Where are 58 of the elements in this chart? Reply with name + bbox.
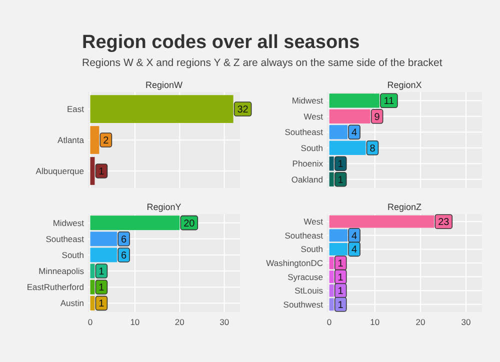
y-tick-label: Southeast: [284, 230, 324, 240]
data-label: 1: [98, 282, 105, 294]
y-tick-label: South: [300, 244, 324, 254]
x-tick-label: 0: [88, 317, 93, 327]
y-tick-label: West: [304, 216, 324, 227]
x-tick-label: 30: [461, 317, 472, 327]
x-tick-label: 0: [326, 317, 332, 327]
y-tick-label: Southwest: [283, 299, 324, 310]
chart-title: RegionW: [145, 80, 184, 90]
x-tick-label: 10: [130, 317, 140, 327]
chart-title: RegionY: [146, 202, 182, 212]
data-label: 6: [121, 234, 128, 246]
y-tick-label: Minneapolis: [38, 266, 84, 276]
data-label: 1: [338, 286, 344, 298]
y-tick-label: Phoenix: [292, 158, 324, 169]
data-label: 4: [351, 230, 358, 242]
y-tick-label: Atlanta: [58, 135, 84, 145]
text: Regions W & X and regions Y & Z are always on the same side of the bracket: [82, 57, 442, 69]
y-tick-label: Midwest: [292, 96, 324, 106]
data-label: 4: [351, 128, 358, 139]
data-label: 1: [338, 300, 344, 311]
x-tick-label: 10: [370, 317, 380, 327]
y-tick-label: Albuquerque: [36, 166, 84, 176]
data-label: 6: [121, 250, 128, 262]
data-label: 20: [184, 218, 196, 230]
data-label: 4: [351, 244, 358, 256]
text: Region codes over all seasons: [82, 32, 360, 53]
y-tick-label: Syracuse: [288, 272, 324, 282]
y-tick-label: Austin: [60, 298, 84, 308]
data-label: 1: [98, 266, 105, 278]
y-tick-label: Oakland: [291, 174, 324, 184]
data-label: 1: [338, 174, 344, 186]
y-tick-label: StLouis: [294, 286, 323, 296]
chart-title: RegionX: [387, 80, 422, 90]
x-tick-label: 30: [220, 317, 230, 327]
x-tick-label: 20: [416, 317, 426, 327]
data-label: 1: [338, 258, 344, 270]
chart-title: RegionZ: [387, 202, 422, 212]
data-label: 32: [237, 104, 249, 116]
y-tick-label: Midwest: [52, 218, 85, 228]
y-tick-label: South: [62, 250, 84, 260]
y-tick-label: Southeast: [284, 127, 324, 138]
y-tick-label: West: [304, 111, 324, 122]
data-label: 11: [384, 96, 395, 108]
y-tick-label: Southeast: [46, 234, 85, 244]
data-label: 1: [338, 272, 344, 284]
data-label: 1: [98, 298, 105, 310]
data-label: 1: [98, 166, 105, 178]
x-tick-label: 20: [174, 317, 185, 327]
y-tick-label: East: [66, 104, 85, 114]
y-tick-label: South: [300, 142, 324, 153]
data-label: 8: [370, 143, 376, 154]
y-tick-label: WashingtonDC: [266, 258, 323, 268]
data-label: 9: [374, 112, 380, 123]
data-label: 1: [338, 159, 344, 170]
data-label: 2: [103, 136, 110, 146]
data-label: 23: [438, 217, 450, 228]
y-tick-label: EastRutherford: [26, 282, 84, 292]
